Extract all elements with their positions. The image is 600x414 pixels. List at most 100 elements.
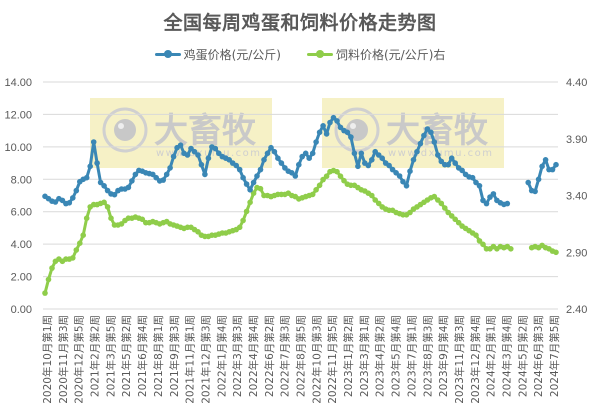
data-point[interactable] xyxy=(341,177,347,184)
data-point[interactable] xyxy=(313,187,319,193)
data-point[interactable] xyxy=(469,174,476,181)
data-point[interactable] xyxy=(452,216,459,223)
data-point[interactable] xyxy=(205,155,212,161)
data-point[interactable] xyxy=(438,158,445,165)
data-point[interactable] xyxy=(431,193,438,200)
data-point[interactable] xyxy=(104,204,111,210)
data-point[interactable] xyxy=(459,167,465,174)
data-point[interactable] xyxy=(101,183,107,189)
data-point[interactable] xyxy=(535,176,542,183)
data-point[interactable] xyxy=(490,191,497,197)
data-point[interactable] xyxy=(73,247,80,253)
data-point[interactable] xyxy=(337,173,344,179)
data-point[interactable] xyxy=(358,150,365,157)
data-point[interactable] xyxy=(77,240,83,246)
data-point[interactable] xyxy=(313,139,319,145)
data-point[interactable] xyxy=(254,173,260,179)
data-point[interactable] xyxy=(108,215,114,221)
data-point[interactable] xyxy=(435,152,441,158)
data-point[interactable] xyxy=(94,160,100,166)
data-point[interactable] xyxy=(553,161,559,168)
data-point[interactable] xyxy=(80,232,86,238)
data-point[interactable] xyxy=(400,178,406,185)
data-point[interactable] xyxy=(431,139,438,145)
data-point[interactable] xyxy=(476,238,483,244)
data-point[interactable] xyxy=(73,187,80,194)
data-point[interactable] xyxy=(275,155,281,161)
data-point[interactable] xyxy=(167,165,173,171)
data-point[interactable] xyxy=(410,157,417,163)
data-point[interactable] xyxy=(372,197,379,203)
data-point[interactable] xyxy=(243,181,250,187)
data-point[interactable] xyxy=(87,163,93,170)
data-point[interactable] xyxy=(236,166,243,173)
data-point[interactable] xyxy=(379,155,386,161)
data-point[interactable] xyxy=(250,179,257,186)
data-point[interactable] xyxy=(473,179,479,186)
data-point[interactable] xyxy=(473,232,479,238)
data-point[interactable] xyxy=(247,199,253,206)
data-point[interactable] xyxy=(438,200,445,207)
data-point[interactable] xyxy=(226,157,232,163)
data-point[interactable] xyxy=(396,173,403,179)
data-point[interactable] xyxy=(111,191,118,198)
data-point[interactable] xyxy=(421,132,427,139)
data-point[interactable] xyxy=(445,209,452,216)
data-point[interactable] xyxy=(236,224,243,231)
data-point[interactable] xyxy=(160,177,166,183)
data-point[interactable] xyxy=(139,216,146,223)
data-point[interactable] xyxy=(118,221,125,227)
data-point[interactable] xyxy=(195,152,201,158)
data-point[interactable] xyxy=(212,145,219,152)
data-point[interactable] xyxy=(296,161,302,168)
data-point[interactable] xyxy=(483,200,490,207)
data-point[interactable] xyxy=(302,150,309,157)
data-point[interactable] xyxy=(309,191,316,198)
data-point[interactable] xyxy=(90,139,97,145)
data-point[interactable] xyxy=(504,200,511,207)
data-point[interactable] xyxy=(323,173,330,179)
data-point[interactable] xyxy=(184,152,191,158)
data-point[interactable] xyxy=(316,129,323,136)
data-point[interactable] xyxy=(52,199,59,205)
data-point[interactable] xyxy=(97,179,104,186)
data-point[interactable] xyxy=(202,171,208,178)
data-point[interactable] xyxy=(407,209,413,216)
data-point[interactable] xyxy=(292,173,299,179)
data-point[interactable] xyxy=(445,161,452,168)
data-point[interactable] xyxy=(351,150,358,157)
data-point[interactable] xyxy=(240,174,246,181)
data-point[interactable] xyxy=(424,126,431,132)
data-point[interactable] xyxy=(553,249,559,256)
data-point[interactable] xyxy=(539,163,545,170)
data-point[interactable] xyxy=(508,246,514,252)
data-point[interactable] xyxy=(70,255,76,261)
data-point[interactable] xyxy=(435,197,441,203)
data-point[interactable] xyxy=(375,200,382,207)
legend-item-egg[interactable]: 鸡蛋价格(元/公斤) xyxy=(154,46,281,63)
data-point[interactable] xyxy=(264,150,271,157)
data-point[interactable] xyxy=(414,148,420,155)
data-point[interactable] xyxy=(525,179,531,186)
data-point[interactable] xyxy=(309,150,316,157)
data-point[interactable] xyxy=(247,187,253,193)
data-point[interactable] xyxy=(369,192,375,199)
data-point[interactable] xyxy=(334,168,340,175)
data-point[interactable] xyxy=(129,178,135,184)
data-point[interactable] xyxy=(320,123,326,129)
data-point[interactable] xyxy=(480,241,486,248)
data-point[interactable] xyxy=(198,161,205,168)
data-point[interactable] xyxy=(49,265,55,271)
data-point[interactable] xyxy=(403,183,410,189)
data-point[interactable] xyxy=(323,131,330,137)
data-point[interactable] xyxy=(344,129,351,136)
data-point[interactable] xyxy=(243,208,250,215)
data-point[interactable] xyxy=(417,140,424,147)
data-point[interactable] xyxy=(348,134,354,140)
data-point[interactable] xyxy=(542,157,549,163)
data-point[interactable] xyxy=(320,176,326,183)
data-point[interactable] xyxy=(452,160,459,166)
data-point[interactable] xyxy=(170,153,177,160)
data-point[interactable] xyxy=(334,118,340,124)
legend-item-feed[interactable]: 饲料价格(元/公斤)右 xyxy=(307,46,445,63)
